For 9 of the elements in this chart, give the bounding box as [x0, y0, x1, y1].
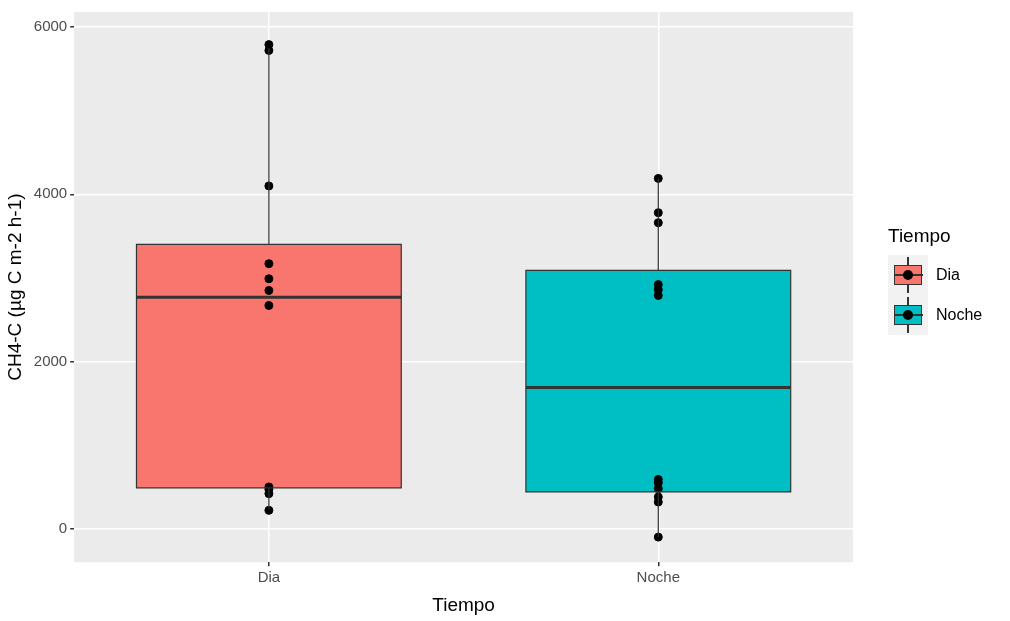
legend-label: Noche	[936, 306, 983, 324]
legend-label: Dia	[936, 266, 961, 284]
y-tick-label: 2000	[33, 351, 68, 369]
y-axis-title: CH4-C (µg C m-2 h-1)	[3, 193, 25, 381]
y-tick-label: 6000	[33, 17, 68, 35]
legend-title: Tiempo	[888, 225, 952, 247]
y-tick-label: 4000	[33, 184, 68, 202]
y-tick-label: 0	[58, 518, 68, 536]
x-axis-title: Tiempo	[432, 593, 495, 615]
